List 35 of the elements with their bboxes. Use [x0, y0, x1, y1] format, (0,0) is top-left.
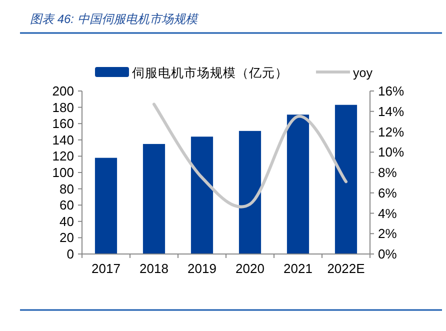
- x-tick-label: 2018: [140, 261, 168, 276]
- y-tick-label: 40: [60, 214, 74, 229]
- y-tick-label: 20: [60, 230, 74, 246]
- y-tick-label: 120: [52, 148, 74, 164]
- y2-tick-label: 2%: [378, 226, 398, 242]
- y2-tick-label: 12%: [378, 124, 404, 140]
- y2-tick-label: 8%: [378, 165, 398, 180]
- bar: [286, 114, 310, 254]
- y2-tick-label: 4%: [378, 206, 398, 221]
- y-tick-label: 0: [66, 246, 74, 262]
- chart-title: 图表 46: 中国伺服电机市场规模: [30, 12, 200, 26]
- y2-tick-label: 14%: [378, 104, 404, 119]
- x-tick-label: 2021: [284, 261, 312, 276]
- y-tick-label: 100: [52, 165, 74, 180]
- y-tick-label: 160: [52, 116, 74, 132]
- y2-tick-label: 6%: [378, 185, 398, 200]
- legend-label: 伺服电机市场规模（亿元）: [132, 66, 288, 80]
- bar: [238, 130, 262, 254]
- y-tick-label: 60: [60, 198, 74, 213]
- bar: [142, 144, 166, 254]
- y-tick-label: 80: [60, 181, 74, 196]
- bar: [334, 104, 358, 254]
- y-tick-label: 140: [52, 132, 74, 148]
- y2-tick-label: 0%: [378, 246, 398, 262]
- bar: [190, 136, 214, 254]
- x-tick-label: 2017: [92, 261, 120, 276]
- x-tick-label: 2022E: [327, 261, 366, 276]
- x-tick-label: 2019: [188, 261, 216, 276]
- bar: [94, 158, 118, 254]
- x-tick-label: 2020: [236, 261, 264, 276]
- legend-label: yoy: [353, 66, 374, 80]
- y2-tick-label: 16%: [378, 84, 404, 98]
- y-tick-label: 200: [52, 84, 74, 98]
- y2-tick-label: 10%: [378, 144, 404, 160]
- y-tick-label: 180: [52, 100, 74, 115]
